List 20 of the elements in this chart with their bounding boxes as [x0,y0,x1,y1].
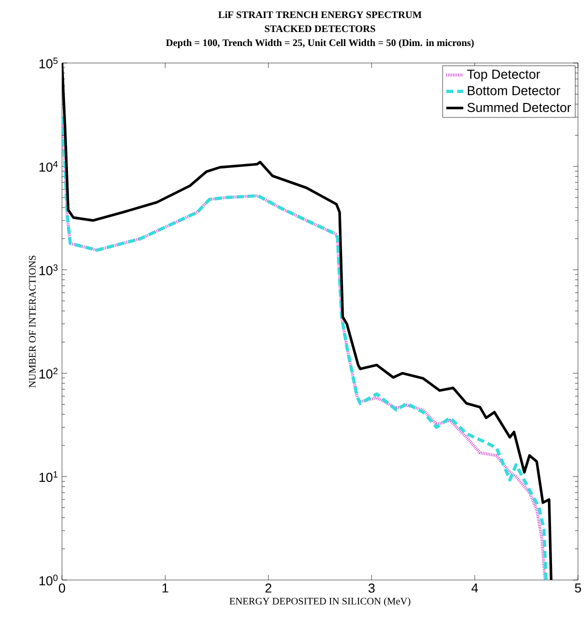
y-tick-label: 10$^{1}$ [40,471,58,482]
x-tick-label: 2 [265,584,272,593]
x-axis-title: ENERGY DEPOSITED IN SILICON (MeV) [230,598,410,607]
y-tick-label: 10$^{2}$ [40,368,58,379]
x-tick-label: 5 [574,584,582,593]
x-tick-label: 0 [58,584,66,593]
x-tick-label: 4 [472,584,478,592]
legend-label: Bottom Detector [468,86,560,96]
y-axis-title: NUMBER OF INTERACTIONS [29,256,36,388]
legend-label: Top Detector [467,70,540,82]
y-tick-label: 10$^{5}$ [40,58,58,68]
chart-subtitle: STACKED DETECTORS [264,25,376,32]
y-tick-label: 10$^{4}$ [40,161,58,172]
x-tick-label: 3 [368,584,375,593]
text: Depth = 100, Trench Width = 25, Unit Cell Width = 50 (Dim. in microns) [166,39,474,48]
y-tick-label: 10$^{3}$ [40,264,58,276]
x-tick-label: 1 [162,584,168,592]
legend-label: Summed Detector [467,102,572,112]
y-tick-label: 10$^{0}$ [40,574,58,586]
chart-title: LiF STRAIT TRENCH ENERGY SPECTRUM [218,11,422,18]
